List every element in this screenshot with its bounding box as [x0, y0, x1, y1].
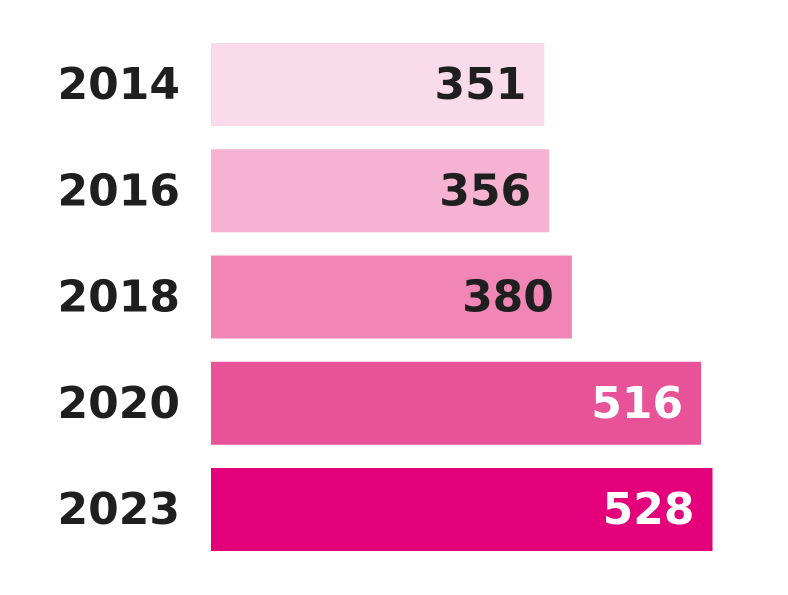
- category-label-2023: 2023: [58, 484, 180, 535]
- value-label-2023: 528: [603, 484, 695, 535]
- category-label-2016: 2016: [58, 165, 180, 216]
- value-label-2020: 516: [591, 378, 683, 429]
- value-label-2014: 351: [435, 59, 527, 110]
- value-label-2016: 356: [439, 165, 531, 216]
- category-label-2014: 2014: [58, 59, 180, 110]
- value-label-2018: 380: [462, 272, 554, 323]
- category-label-2020: 2020: [58, 378, 180, 429]
- bar-2020: [211, 361, 702, 445]
- bar-2018: [211, 255, 572, 339]
- bar-2023: [211, 468, 713, 551]
- bar-2014: [211, 43, 545, 126]
- bar-2016: [211, 149, 550, 233]
- category-label-2018: 2018: [58, 272, 180, 323]
